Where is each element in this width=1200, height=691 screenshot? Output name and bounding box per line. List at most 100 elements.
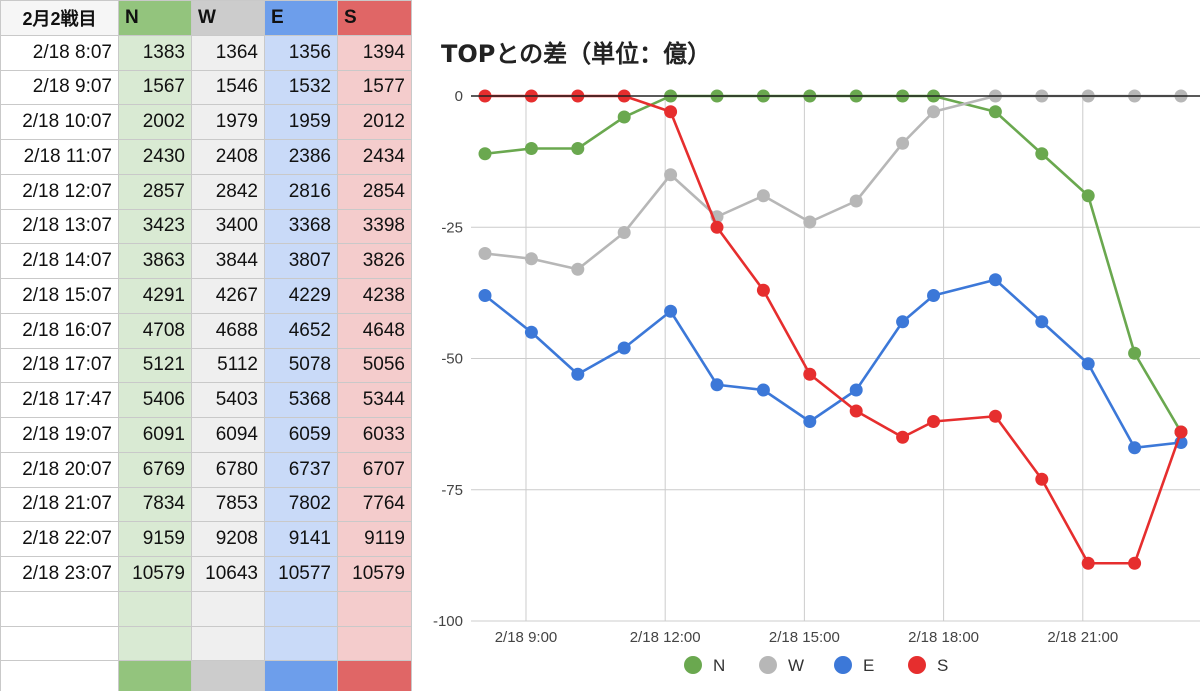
empty-cell[interactable] <box>191 625 265 662</box>
cell-e[interactable]: 2816 <box>264 173 338 210</box>
cell-e[interactable]: 6059 <box>264 417 338 453</box>
cell-s[interactable]: 6707 <box>337 451 412 488</box>
cell-time[interactable]: 2/18 23:07 <box>0 556 119 592</box>
cell-w[interactable]: 1364 <box>191 34 265 71</box>
empty-cell[interactable] <box>337 625 412 662</box>
cell-time[interactable]: 2/18 19:07 <box>0 417 119 453</box>
cell-s[interactable]: 7764 <box>337 486 412 523</box>
cell-n[interactable]: 6769 <box>118 451 192 488</box>
empty-cell[interactable] <box>191 590 265 627</box>
cell-time[interactable]: 2/18 16:07 <box>0 312 119 349</box>
cell-time[interactable]: 2/18 10:07 <box>0 104 119 140</box>
cell-s[interactable]: 1394 <box>337 34 412 71</box>
column-header-e[interactable]: E <box>264 0 338 36</box>
cell-e[interactable]: 10577 <box>264 556 338 592</box>
cell-w[interactable]: 5403 <box>191 382 265 418</box>
cell-s[interactable]: 2012 <box>337 104 412 140</box>
cell-s[interactable]: 10579 <box>337 556 412 592</box>
cell-n[interactable]: 5406 <box>118 382 192 418</box>
cell-w[interactable]: 10643 <box>191 556 265 592</box>
corner-cell[interactable]: 2月2戦目 <box>0 0 119 36</box>
cell-s[interactable]: 3398 <box>337 208 412 245</box>
cell-s[interactable]: 5056 <box>337 347 412 384</box>
cell-s[interactable]: 2434 <box>337 139 412 175</box>
cell-time[interactable]: 2/18 11:07 <box>0 139 119 175</box>
cell-time[interactable]: 2/18 8:07 <box>0 34 119 71</box>
cell-e[interactable]: 1356 <box>264 34 338 71</box>
cell-s[interactable]: 4648 <box>337 312 412 349</box>
cell-e[interactable]: 5368 <box>264 382 338 418</box>
empty-cell[interactable] <box>0 590 119 627</box>
empty-cell[interactable] <box>337 660 412 691</box>
cell-s[interactable]: 3826 <box>337 243 412 279</box>
cell-n[interactable]: 4708 <box>118 312 192 349</box>
cell-w[interactable]: 6094 <box>191 417 265 453</box>
empty-cell[interactable] <box>191 660 265 691</box>
empty-cell[interactable] <box>337 590 412 627</box>
cell-w[interactable]: 1546 <box>191 69 265 106</box>
cell-s[interactable]: 6033 <box>337 417 412 453</box>
cell-e[interactable]: 3368 <box>264 208 338 245</box>
cell-s[interactable]: 4238 <box>337 278 412 314</box>
column-header-s[interactable]: S <box>337 0 412 36</box>
cell-time[interactable]: 2/18 13:07 <box>0 208 119 245</box>
empty-cell[interactable] <box>118 590 192 627</box>
cell-time[interactable]: 2/18 21:07 <box>0 486 119 523</box>
cell-e[interactable]: 9141 <box>264 521 338 557</box>
column-header-n[interactable]: N <box>118 0 192 36</box>
column-header-w[interactable]: W <box>191 0 265 36</box>
cell-n[interactable]: 3863 <box>118 243 192 279</box>
cell-s[interactable]: 9119 <box>337 521 412 557</box>
cell-w[interactable]: 2408 <box>191 139 265 175</box>
cell-w[interactable]: 4688 <box>191 312 265 349</box>
empty-cell[interactable] <box>264 625 338 662</box>
cell-time[interactable]: 2/18 20:07 <box>0 451 119 488</box>
cell-e[interactable]: 3807 <box>264 243 338 279</box>
cell-n[interactable]: 5121 <box>118 347 192 384</box>
cell-e[interactable]: 4652 <box>264 312 338 349</box>
cell-e[interactable]: 4229 <box>264 278 338 314</box>
cell-n[interactable]: 3423 <box>118 208 192 245</box>
cell-time[interactable]: 2/18 17:07 <box>0 347 119 384</box>
cell-e[interactable]: 1959 <box>264 104 338 140</box>
cell-n[interactable]: 2002 <box>118 104 192 140</box>
cell-time[interactable]: 2/18 17:47 <box>0 382 119 418</box>
cell-s[interactable]: 2854 <box>337 173 412 210</box>
empty-cell[interactable] <box>264 590 338 627</box>
cell-w[interactable]: 2842 <box>191 173 265 210</box>
cell-w[interactable]: 3844 <box>191 243 265 279</box>
cell-s[interactable]: 1577 <box>337 69 412 106</box>
empty-cell[interactable] <box>118 660 192 691</box>
cell-w[interactable]: 7853 <box>191 486 265 523</box>
empty-cell[interactable] <box>118 625 192 662</box>
cell-w[interactable]: 5112 <box>191 347 265 384</box>
cell-w[interactable]: 4267 <box>191 278 265 314</box>
cell-time[interactable]: 2/18 22:07 <box>0 521 119 557</box>
cell-n[interactable]: 6091 <box>118 417 192 453</box>
empty-cell[interactable] <box>264 660 338 691</box>
cell-time[interactable]: 2/18 12:07 <box>0 173 119 210</box>
cell-n[interactable]: 7834 <box>118 486 192 523</box>
cell-n[interactable]: 4291 <box>118 278 192 314</box>
cell-n[interactable]: 2430 <box>118 139 192 175</box>
cell-w[interactable]: 9208 <box>191 521 265 557</box>
cell-e[interactable]: 7802 <box>264 486 338 523</box>
cell-w[interactable]: 6780 <box>191 451 265 488</box>
cell-s[interactable]: 5344 <box>337 382 412 418</box>
cell-e[interactable]: 5078 <box>264 347 338 384</box>
cell-w[interactable]: 3400 <box>191 208 265 245</box>
cell-w[interactable]: 1979 <box>191 104 265 140</box>
cell-e[interactable]: 2386 <box>264 139 338 175</box>
cell-e[interactable]: 6737 <box>264 451 338 488</box>
cell-time[interactable]: 2/18 9:07 <box>0 69 119 106</box>
cell-time[interactable]: 2/18 15:07 <box>0 278 119 314</box>
cell-time[interactable]: 2/18 14:07 <box>0 243 119 279</box>
cell-n[interactable]: 2857 <box>118 173 192 210</box>
cell-n[interactable]: 1383 <box>118 34 192 71</box>
cell-e[interactable]: 1532 <box>264 69 338 106</box>
cell-n[interactable]: 10579 <box>118 556 192 592</box>
empty-cell[interactable] <box>0 660 119 691</box>
cell-n[interactable]: 1567 <box>118 69 192 106</box>
empty-cell[interactable] <box>0 625 119 662</box>
cell-n[interactable]: 9159 <box>118 521 192 557</box>
